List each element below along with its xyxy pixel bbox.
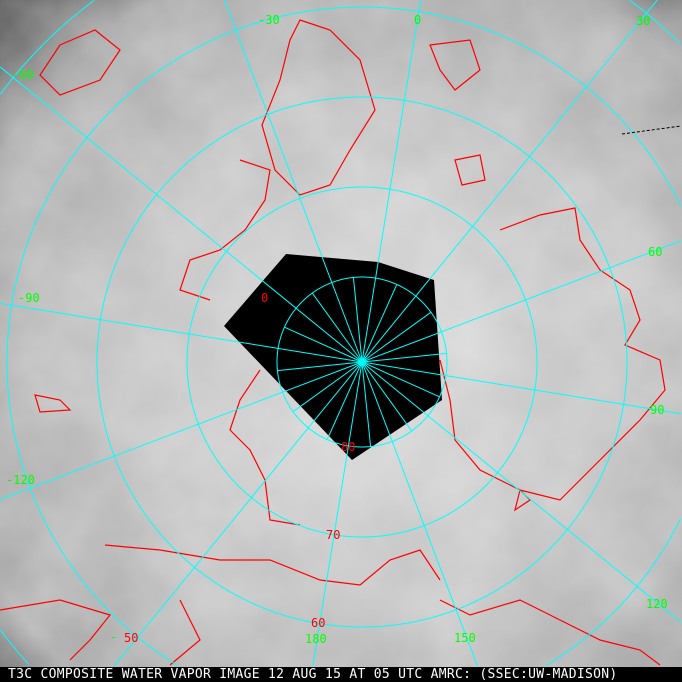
lon-label: 180 <box>305 632 327 646</box>
meridian-line <box>361 361 682 623</box>
latitude-circle <box>186 186 538 538</box>
latitude-circle <box>276 276 448 448</box>
meridian-line <box>312 361 363 667</box>
meridian-line <box>0 66 363 363</box>
lon-label: 90 <box>650 403 664 417</box>
latitude-circle <box>96 96 628 628</box>
map-canvas: -30 0 30 -60 60 -90 90 -120 120 180 150 … <box>0 0 682 667</box>
meridian-line <box>361 361 682 415</box>
meridian-line <box>277 361 363 372</box>
lon-label: -120 <box>6 473 35 487</box>
lon-label: -90 <box>18 291 40 305</box>
lat-label: 60 <box>311 616 325 630</box>
meridian-line <box>0 361 363 500</box>
lon-label: 60 <box>648 245 662 259</box>
meridian-line <box>361 361 372 447</box>
lat-label: 70 <box>326 528 340 542</box>
meridian-line <box>361 284 398 363</box>
meridian-line <box>224 0 363 363</box>
meridian-line <box>361 352 447 363</box>
meridian-line <box>361 0 658 363</box>
meridian-line <box>113 361 363 667</box>
lon-label: 0 <box>414 13 421 27</box>
meridian-line <box>352 277 363 363</box>
lat-label: 80 <box>341 440 355 454</box>
lon-label: 120 <box>646 597 668 611</box>
grid-labels: -30 0 30 -60 60 -90 90 -120 120 180 150 … <box>6 13 668 646</box>
meridian-line <box>326 361 363 440</box>
latitude-circle <box>6 6 681 666</box>
meridian-line <box>361 240 682 363</box>
meridian-line <box>292 361 363 413</box>
lat-label: 50 <box>124 631 138 645</box>
meridian-line <box>361 311 432 363</box>
coastlines <box>0 19 666 666</box>
meridian-line <box>0 302 363 363</box>
meridian-line <box>284 326 363 363</box>
lon-label: -30 <box>258 13 280 27</box>
graticule <box>0 0 682 667</box>
inner-label: 0 <box>261 291 268 305</box>
meridian-line <box>361 361 440 398</box>
meridian-line <box>361 0 422 363</box>
meridian-line <box>311 292 363 363</box>
lon-label: 30 <box>636 14 650 28</box>
lon-label: -60 <box>12 68 34 82</box>
latitude-circle <box>0 0 681 665</box>
lon-label: 150 <box>454 631 476 645</box>
meridian-line <box>361 361 413 432</box>
meridian-line <box>361 361 478 667</box>
label-dash: - <box>110 630 117 644</box>
image-caption: T3C COMPOSITE WATER VAPOR IMAGE 12 AUG 1… <box>0 667 682 682</box>
